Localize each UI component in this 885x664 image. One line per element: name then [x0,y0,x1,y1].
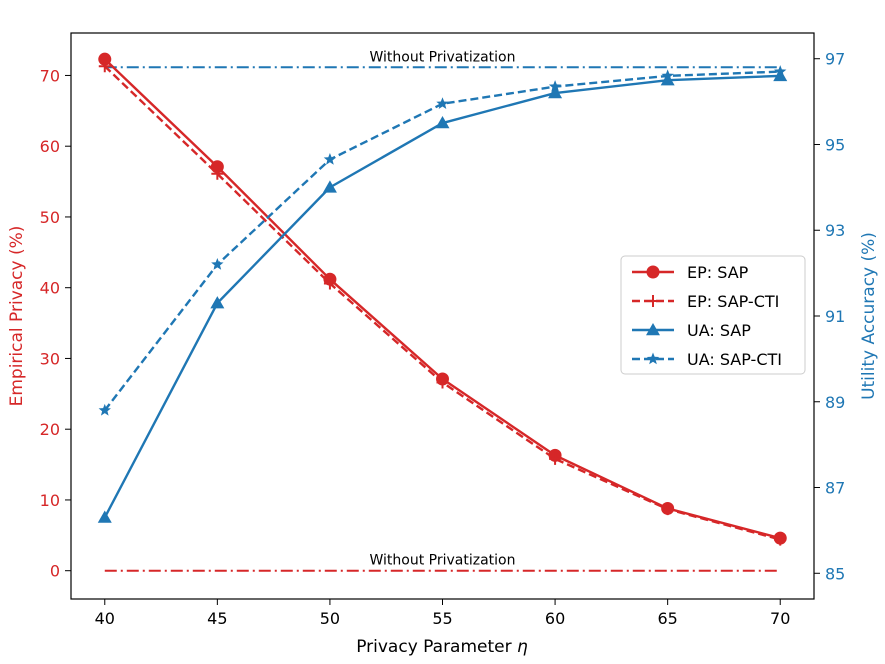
data-point [647,295,659,307]
data-point [661,503,674,516]
left-tick-label: 70 [40,66,60,85]
x-tick-label: 45 [207,609,227,628]
data-point [435,116,450,129]
x-tick-label: 40 [95,609,115,628]
reference-lines: Without Privatization Without Privatizati… [104,49,781,572]
x-tick-label: 70 [770,609,790,628]
right-tick-label: 89 [825,393,845,412]
data-point [774,533,787,546]
legend-box [620,255,806,375]
data-point [323,277,336,290]
data-point [322,180,337,193]
data-point [98,403,111,416]
right-tick-label: 97 [825,50,845,69]
left-tick-label: 50 [40,208,60,227]
axis-ticks: 40 45 50 55 60 65 70 0 10 20 30 40 50 60 70 85 87 89 91 93 9… [40,50,846,628]
data-point [646,265,660,279]
x-tick-label: 60 [545,609,565,628]
x-axis-label-text: Privacy Parameter [356,637,511,657]
no-privatization-label: Without Privatization [370,553,516,569]
data-point [211,258,224,270]
x-axis-label: Privacy Parameter η [356,637,528,657]
data-point [773,68,788,82]
legend-label: EP: SAP [687,263,749,282]
no-privatization-label: Without Privatization [370,49,516,65]
data-point [97,510,112,523]
data-point [548,86,563,99]
x-tick-label: 65 [657,609,677,628]
legend-label: EP: SAP-CTI [687,292,779,311]
right-axis-label: Utility Accuracy (%) [859,232,879,400]
legend-label: UA: SAP [687,321,751,340]
data-point [548,80,562,92]
data-point [646,352,660,365]
right-tick-label: 87 [825,479,845,498]
data-point [98,60,111,73]
data-point [660,73,675,86]
x-tick-label: 50 [320,609,340,628]
left-tick-label: 10 [40,491,60,510]
data-point [210,296,225,309]
x-tick-label: 55 [432,609,452,628]
left-tick-label: 0 [50,562,60,581]
data-point [436,97,449,110]
left-tick-label: 30 [40,349,60,368]
left-tick-label: 20 [40,420,60,439]
data-point [436,376,449,389]
right-tick-label: 95 [825,135,845,154]
right-tick-label: 85 [825,564,845,583]
data-point [323,152,337,165]
right-tick-label: 91 [825,307,845,326]
data-point [98,52,112,66]
left-axis-label: Empirical Privacy (%) [7,226,27,407]
data-point [210,160,224,174]
x-axis-symbol: η [517,637,528,657]
left-tick-label: 40 [40,279,60,298]
data-point [646,323,660,336]
legend: EP: SAP EP: SAP-CTI UA: SAP UA: SAP-CTI [620,255,806,375]
data-point [549,452,562,465]
legend-label: UA: SAP-CTI [687,350,782,369]
data-point [661,69,674,82]
data-markers [97,52,788,546]
right-tick-label: 93 [825,221,845,240]
data-point [211,167,224,180]
data-point [774,65,787,77]
left-tick-label: 60 [40,137,60,156]
